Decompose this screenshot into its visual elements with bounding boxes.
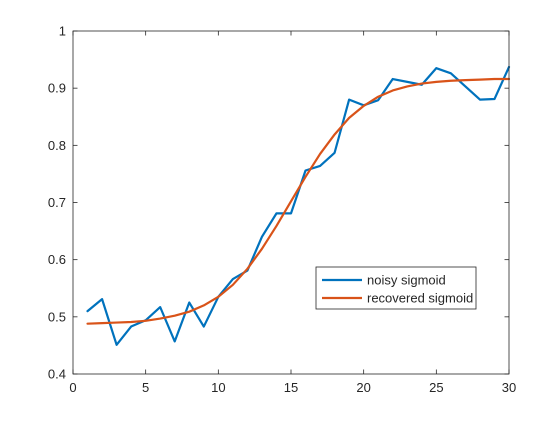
x-tick-label: 0 [69, 380, 76, 395]
y-tick-label: 0.7 [48, 195, 66, 210]
y-tick-label: 0.8 [48, 138, 66, 153]
series-line-noisy-sigmoid [86, 65, 511, 346]
series-line-recovered-sigmoid [86, 77, 511, 325]
y-tick-label: 0.4 [48, 367, 66, 382]
x-tick-label: 20 [356, 380, 370, 395]
x-tick-label: 5 [142, 380, 149, 395]
y-tick-label: 0.6 [48, 252, 66, 267]
legend: noisy sigmoid recovered sigmoid [315, 266, 477, 310]
axes: 0 5 10 15 20 25 30 0.4 0.5 0.6 0.7 0.8 0.9 1 [48, 24, 516, 396]
x-tick-label: 25 [429, 380, 443, 395]
legend-label-recovered-sigmoid: recovered sigmoid [367, 291, 473, 306]
x-tick-label: 10 [211, 380, 225, 395]
y-tick-label: 0.9 [48, 81, 66, 96]
legend-label-noisy-sigmoid: noisy sigmoid [367, 273, 446, 288]
y-tick-label: 0.5 [48, 309, 66, 324]
series-layer [86, 65, 511, 346]
x-tick-label: 15 [284, 380, 298, 395]
y-tick-label: 1 [59, 24, 66, 39]
x-tick-label: 30 [502, 380, 516, 395]
legend-box [315, 266, 477, 310]
